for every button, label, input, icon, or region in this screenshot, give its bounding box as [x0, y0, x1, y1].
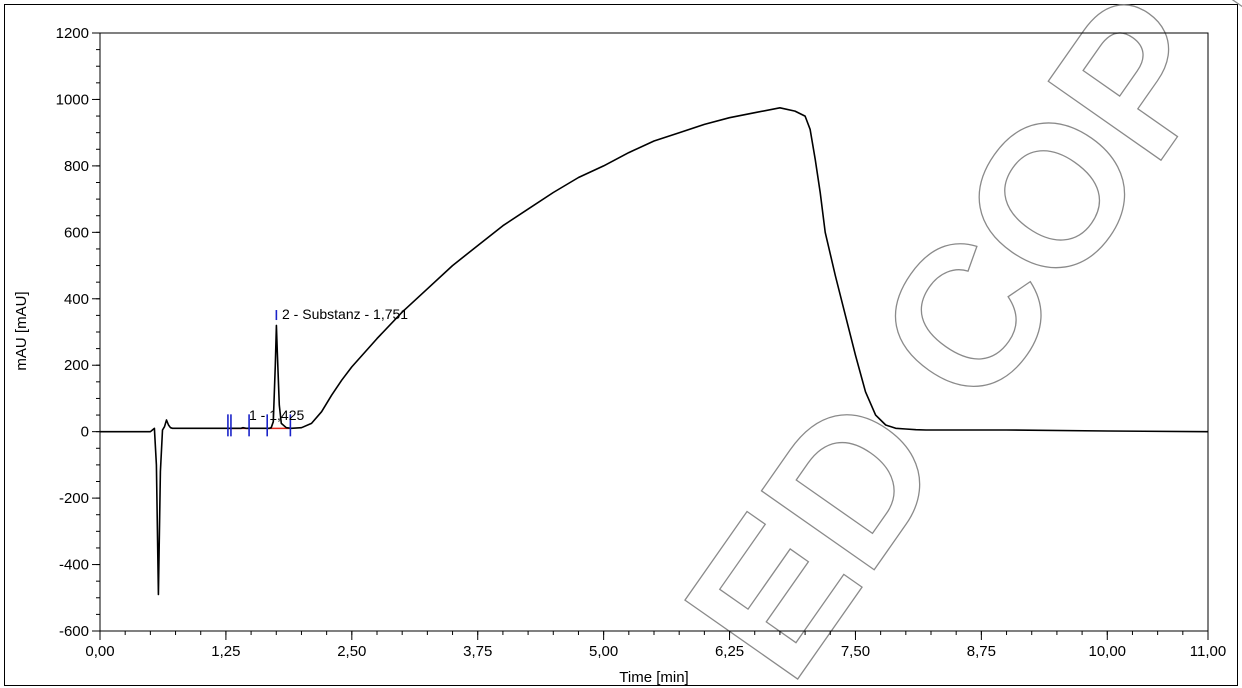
peak-label-2: 2 - Substanz - 1,751: [282, 306, 408, 322]
y-tick-label: 200: [64, 357, 89, 374]
y-tick-label: -400: [59, 557, 89, 574]
x-tick-label: 2,50: [337, 643, 366, 660]
y-tick-label: -200: [59, 490, 89, 507]
y-tick-label: 800: [64, 158, 89, 175]
y-tick-label: 0: [81, 424, 89, 441]
x-tick-label: 8,75: [967, 643, 996, 660]
x-axis-title: Time [min]: [619, 669, 688, 686]
major-ticks: [92, 32, 1209, 640]
y-tick-label: 1200: [56, 25, 89, 42]
x-tick-label: 6,25: [715, 643, 744, 660]
x-tick-label: 7,50: [841, 643, 870, 660]
tick-labels: 1200 1000 800 600 400 200 0 -200 -400 -600 0,00 1,2…: [56, 25, 1227, 660]
peak-label-1: 1 - 1,425: [249, 407, 304, 423]
x-tick-label: 5,00: [589, 643, 618, 660]
y-tick-label: 400: [64, 291, 89, 308]
x-tick-label: 0,00: [85, 643, 114, 660]
watermark-text: ED COPY: [643, 0, 1242, 688]
x-tick-label: 1,25: [211, 643, 240, 660]
watermark: ED COPY: [642, 0, 1242, 688]
chromatogram-trace: [100, 107, 1209, 596]
x-tick-label: 11,00: [1190, 643, 1226, 660]
x-tick-label: 3,75: [463, 643, 492, 660]
y-tick-label: 1000: [56, 91, 89, 108]
x-tick-label: 10,00: [1088, 643, 1126, 660]
y-tick-label: 600: [64, 224, 89, 241]
chart-frame: [4, 4, 1238, 686]
y-tick-label: -600: [59, 623, 89, 640]
peak-markers: [227, 310, 292, 437]
y-axis-title: mAU [mAU]: [13, 291, 30, 370]
